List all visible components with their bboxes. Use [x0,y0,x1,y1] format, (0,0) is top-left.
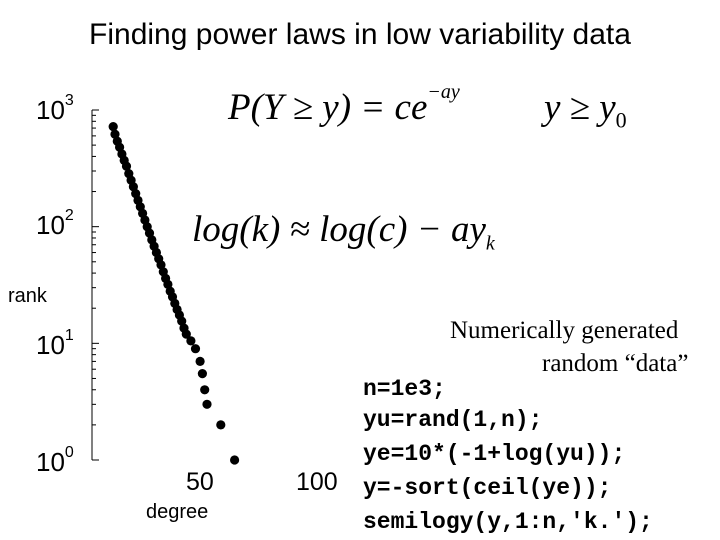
data-point-9 [128,182,138,192]
formula-survival: P(Y ≥ y) = ce−ay [228,80,460,128]
data-point-39 [216,420,226,430]
data-points [108,122,240,465]
x-axis-label: degree [146,501,209,523]
data-point-32 [181,329,191,339]
code-line-2: yu=rand(1,n); [363,407,543,433]
data-point-0 [108,122,118,132]
data-point-38 [202,399,212,409]
x-tick-label-50: 50 [186,468,214,496]
data-point-35 [195,356,205,366]
y-major-ticks [92,109,99,461]
formula-condition: y ≥ y0 [544,87,627,133]
y-tick-label-100: 102 [36,207,74,240]
y-tick-label-1000: 103 [36,92,74,125]
note-line-1: Numerically generated [450,317,679,344]
formula-log: log(k) ≈ log(c) − ayk [192,209,495,255]
data-point-34 [190,344,201,354]
data-point-33 [186,336,196,346]
data-point-37 [200,385,210,395]
code-line-4: y=-sort(ceil(ye)); [363,475,612,501]
data-point-1 [110,129,120,139]
chart-title: Finding power laws in low variability da… [89,18,631,51]
code-line-3: ye=10*(-1+log(yu)); [363,441,626,467]
x-tick-label-100: 100 [296,468,338,496]
y-minor-ticks [92,114,96,426]
y-tick-label-1: 100 [36,444,74,477]
data-point-40 [230,455,240,465]
code-line-1: n=1e3; [363,376,446,402]
data-point-36 [197,369,207,379]
y-axis-label: rank [8,285,47,307]
data-point-30 [177,316,187,326]
code-line-5: semilogy(y,1:n,'k.'); [363,509,653,535]
data-point-6 [121,161,132,171]
y-tick-label-10: 101 [36,327,74,360]
note-line-2: random “data” [542,350,689,377]
